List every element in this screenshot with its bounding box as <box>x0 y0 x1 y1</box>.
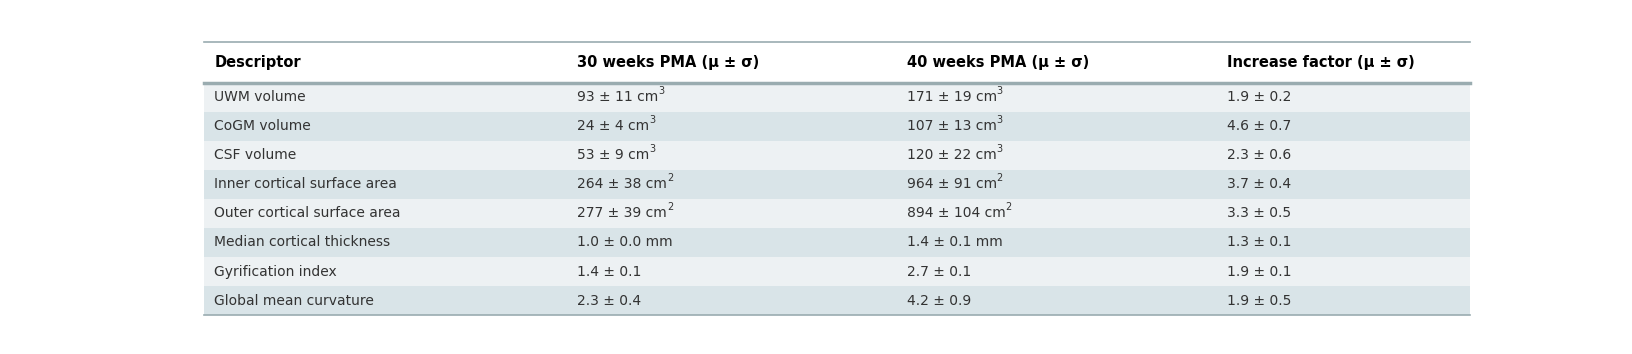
Text: Gyrification index: Gyrification index <box>214 264 336 279</box>
Text: 3.3 ± 0.5: 3.3 ± 0.5 <box>1226 206 1289 221</box>
Text: 1.3 ± 0.1: 1.3 ± 0.1 <box>1226 235 1291 250</box>
Text: 2: 2 <box>996 173 1002 183</box>
Text: UWM volume: UWM volume <box>214 90 305 104</box>
Bar <box>204 228 1469 257</box>
Text: 93 ± 11 cm: 93 ± 11 cm <box>578 90 658 104</box>
Text: 277 ± 39 cm: 277 ± 39 cm <box>578 206 667 221</box>
Bar <box>204 257 1469 286</box>
Text: Outer cortical surface area: Outer cortical surface area <box>214 206 400 221</box>
Bar <box>204 286 1469 315</box>
Text: 3: 3 <box>650 115 656 125</box>
Text: 1.9 ± 0.2: 1.9 ± 0.2 <box>1226 90 1291 104</box>
Text: 1.4 ± 0.1: 1.4 ± 0.1 <box>578 264 641 279</box>
Text: 964 ± 91 cm: 964 ± 91 cm <box>906 177 996 192</box>
Text: Global mean curvature: Global mean curvature <box>214 293 374 308</box>
Text: CSF volume: CSF volume <box>214 148 297 162</box>
Text: Increase factor (μ ± σ): Increase factor (μ ± σ) <box>1226 55 1413 70</box>
Text: 171 ± 19 cm: 171 ± 19 cm <box>906 90 996 104</box>
Text: 1.9 ± 0.1: 1.9 ± 0.1 <box>1226 264 1291 279</box>
Text: 3: 3 <box>996 86 1002 96</box>
Text: 2: 2 <box>667 202 672 212</box>
Text: 4.6 ± 0.7: 4.6 ± 0.7 <box>1226 119 1291 133</box>
Bar <box>204 42 1469 83</box>
Text: 1.9 ± 0.5: 1.9 ± 0.5 <box>1226 293 1291 308</box>
Text: 264 ± 38 cm: 264 ± 38 cm <box>578 177 667 192</box>
Text: 24 ± 4 cm: 24 ± 4 cm <box>578 119 650 133</box>
Text: 40 weeks PMA (μ ± σ): 40 weeks PMA (μ ± σ) <box>906 55 1089 70</box>
Text: 2: 2 <box>1005 202 1010 212</box>
Bar <box>204 199 1469 228</box>
Text: 894 ± 104 cm: 894 ± 104 cm <box>906 206 1005 221</box>
Text: 30 weeks PMA (μ ± σ): 30 weeks PMA (μ ± σ) <box>578 55 759 70</box>
Text: 107 ± 13 cm: 107 ± 13 cm <box>906 119 996 133</box>
Text: Inner cortical surface area: Inner cortical surface area <box>214 177 397 192</box>
Text: 3: 3 <box>650 144 656 154</box>
Text: 2.7 ± 0.1: 2.7 ± 0.1 <box>906 264 969 279</box>
Text: 2.3 ± 0.4: 2.3 ± 0.4 <box>578 293 641 308</box>
Bar <box>204 141 1469 170</box>
Bar <box>204 112 1469 141</box>
Text: Median cortical thickness: Median cortical thickness <box>214 235 390 250</box>
Text: CoGM volume: CoGM volume <box>214 119 310 133</box>
Text: 2: 2 <box>667 173 672 183</box>
Bar <box>204 170 1469 199</box>
Text: 2.3 ± 0.6: 2.3 ± 0.6 <box>1226 148 1291 162</box>
Text: 4.2 ± 0.9: 4.2 ± 0.9 <box>906 293 969 308</box>
Text: 3: 3 <box>996 144 1002 154</box>
Text: 3: 3 <box>658 86 664 96</box>
Text: 1.0 ± 0.0 mm: 1.0 ± 0.0 mm <box>578 235 672 250</box>
Text: 53 ± 9 cm: 53 ± 9 cm <box>578 148 650 162</box>
Text: Descriptor: Descriptor <box>214 55 300 70</box>
Text: 3.7 ± 0.4: 3.7 ± 0.4 <box>1226 177 1289 192</box>
Text: 120 ± 22 cm: 120 ± 22 cm <box>906 148 996 162</box>
Bar <box>204 83 1469 112</box>
Text: 3: 3 <box>996 115 1002 125</box>
Text: 1.4 ± 0.1 mm: 1.4 ± 0.1 mm <box>906 235 1002 250</box>
